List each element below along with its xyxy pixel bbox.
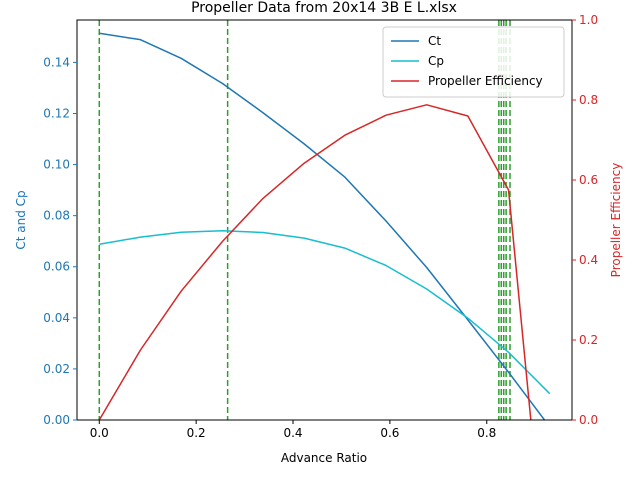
x-axis: 0.0 0.2 0.4 0.6 0.8 (90, 420, 496, 440)
x-tick-label: 0.8 (477, 426, 496, 440)
y-left-tick-label: 0.10 (43, 158, 70, 172)
y-left-axis-label: Ct and Cp (14, 190, 28, 249)
legend-label-cp: Cp (428, 54, 444, 68)
x-tick-label: 0.0 (90, 426, 109, 440)
series-lines (98, 32, 551, 420)
y-right-tick-label: 0.4 (579, 253, 598, 267)
x-axis-label: Advance Ratio (281, 451, 367, 465)
y-left-tick-label: 0.02 (43, 362, 70, 376)
legend: Ct Cp Propeller Efficiency (382, 26, 565, 98)
y-right-tick-label: 0.2 (579, 333, 598, 347)
y-left-tick-label: 0.04 (43, 311, 70, 325)
chart-title: Propeller Data from 20x14 3B E L.xlsx (191, 0, 457, 16)
y-right-axis-label: Propeller Efficiency (609, 163, 623, 278)
y-right-tick-label: 0.8 (579, 93, 598, 107)
series-line-ct (99, 32, 546, 420)
y-right-axis: 0.0 0.2 0.4 0.6 0.8 1.0 (572, 13, 598, 427)
x-tick-label: 0.4 (283, 426, 302, 440)
x-tick-label: 0.2 (187, 426, 206, 440)
y-right-tick-label: 0.6 (579, 173, 598, 187)
legend-box (382, 26, 565, 98)
plot-frame (76, 19, 573, 421)
y-left-tick-label: 0.12 (43, 106, 70, 120)
y-right-tick-label: 1.0 (579, 13, 598, 27)
y-left-tick-label: 0.00 (43, 413, 70, 427)
y-right-tick-label: 0.0 (579, 413, 598, 427)
x-tick-label: 0.6 (380, 426, 399, 440)
series-line-cp (99, 229, 551, 395)
y-left-tick-label: 0.08 (43, 209, 70, 223)
series-line-propeller-efficiency (98, 104, 532, 420)
y-left-axis: 0.00 0.02 0.04 0.06 0.08 0.10 0.12 0.14 (43, 55, 77, 427)
legend-label-ct: Ct (428, 34, 441, 48)
legend-label-efficiency: Propeller Efficiency (428, 74, 543, 88)
y-left-tick-label: 0.14 (43, 55, 70, 69)
y-left-tick-label: 0.06 (43, 260, 70, 274)
